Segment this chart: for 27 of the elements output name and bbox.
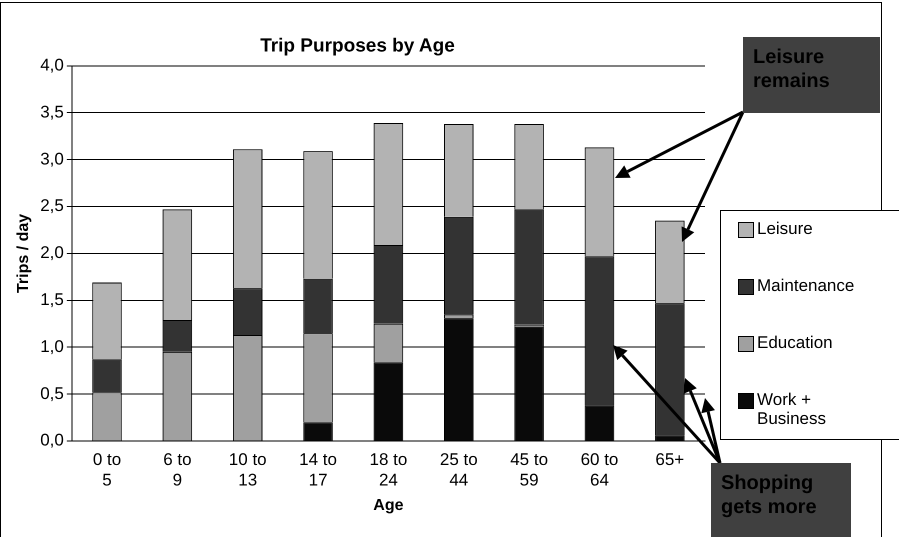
y-tick-label: 3,5 — [40, 102, 64, 122]
y-tick-label: 1,5 — [40, 290, 64, 309]
x-tick-label: 65+ — [655, 450, 684, 469]
text: Leisure remains — [743, 37, 880, 113]
y-tick-label: 1,0 — [40, 336, 64, 356]
y-tick-label: 0,5 — [40, 384, 64, 403]
x-tick-label: 45 to 59 — [510, 450, 548, 490]
x-tick-label: 6 to 9 — [163, 450, 192, 490]
legend-label: Work + Business — [757, 390, 827, 428]
x-tick-label: 14 to 17 — [299, 450, 337, 490]
x-tick-label: 18 to 24 — [370, 450, 408, 490]
x-axis-title: Age — [373, 496, 404, 514]
text: Shopping gets more — [711, 463, 851, 537]
y-tick-label: 0,0 — [40, 430, 64, 450]
x-tick-label: 60 to 64 — [580, 450, 618, 490]
y-tick-label: 2,5 — [40, 196, 64, 216]
x-tick-label: 10 to 13 — [228, 450, 267, 490]
chart-title: Trip Purposes by Age — [260, 36, 455, 57]
legend-label: Education — [757, 333, 834, 352]
y-tick-label: 2,0 — [40, 243, 64, 262]
legend-label: Maintenance — [757, 276, 856, 295]
x-tick-label: 0 to 5 — [92, 450, 122, 490]
y-tick-label: 3,0 — [40, 149, 64, 168]
x-tick-label: 25 to 44 — [440, 450, 478, 490]
y-axis-title: Trips / day — [15, 214, 32, 293]
y-tick-label: 4,0 — [40, 55, 64, 74]
legend-label: Leisure — [757, 219, 814, 238]
